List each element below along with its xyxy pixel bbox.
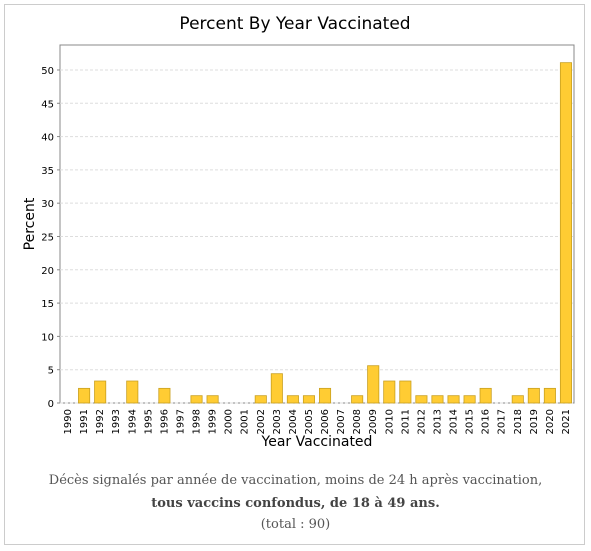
bar [559,62,572,404]
bar [78,387,91,404]
x-tick-label: 1998 [192,409,203,434]
x-tick-label: 1995 [143,409,154,434]
bar [463,395,476,404]
bar [286,395,299,404]
x-tick-label: 2017 [497,409,508,434]
x-tick-label: 2019 [529,409,540,434]
x-tick-label: 1993 [111,409,122,434]
x-tick-label: 2011 [400,409,411,434]
x-tick-label: 2004 [288,409,299,434]
x-tick-label: 2013 [432,409,443,434]
frame [4,4,585,545]
y-tick-label: 20 [41,266,54,277]
y-axis-label: Percent [22,197,38,250]
y-tick-label: 30 [41,199,54,210]
caption-line: tous vaccins confondus, de 18 à 49 ans. [151,496,440,511]
chart: Percent By Year Vaccinated Percent Year … [22,14,575,450]
y-tick-label: 0 [48,399,54,410]
y-tick-label: 35 [41,166,54,177]
x-tick-label: 1990 [63,409,74,434]
x-tick-label: 2015 [465,409,476,434]
x-axis-label: Year Vaccinated [261,434,373,450]
bar [126,380,139,404]
x-tick-label: 2009 [368,409,379,434]
x-tick-label: 2005 [304,409,315,434]
x-tick-label: 2010 [384,409,395,434]
bar [383,380,396,404]
x-tick-label: 1999 [208,409,219,434]
x-tick-label: 2021 [561,409,572,434]
x-tick-label: 2008 [352,409,363,434]
bar [302,395,315,404]
x-tick-label: 1994 [127,409,138,434]
x-tick-label: 2007 [336,409,347,434]
bar [511,395,524,404]
x-tick-label: 1992 [95,409,106,434]
y-tick-label: 5 [48,366,54,377]
bar [94,380,107,404]
x-tick-label: 2006 [320,409,331,434]
bar [190,395,203,404]
bar [479,387,492,404]
y-tick-label: 50 [41,66,54,77]
x-tick-label: 2016 [481,409,492,434]
caption-line: Décès signalés par année de vaccination,… [48,473,543,488]
bar [399,380,412,404]
chart-title: Percent By Year Vaccinated [179,14,410,34]
bar [431,395,444,404]
bar [158,387,171,404]
x-tick-label: 2018 [513,409,524,434]
bar [527,387,540,404]
bar [447,395,460,404]
y-tick-label: 40 [41,133,54,144]
bar [367,365,380,404]
bar [270,373,283,404]
y-tick-label: 10 [41,332,54,343]
x-tick-label: 2000 [224,409,235,434]
bar [206,395,219,404]
y-tick-label: 25 [41,232,54,243]
caption-line: (total : 90) [260,517,331,532]
bar [415,395,428,404]
y-tick-label: 45 [41,99,54,110]
x-tick-label: 1996 [159,409,170,434]
bar [351,395,364,404]
x-tick-label: 2020 [545,409,556,434]
bar [543,387,556,404]
bar [254,395,267,404]
x-tick-label: 2014 [449,409,460,434]
x-tick-label: 1997 [175,409,186,434]
bar [319,387,332,404]
x-tick-label: 2002 [256,409,267,434]
y-tick-label: 15 [41,299,54,310]
plot-frame [59,44,575,404]
x-tick-label: 2012 [416,409,427,434]
x-tick-label: 2003 [272,409,283,434]
x-tick-label: 2001 [240,409,251,434]
x-tick-label: 1991 [79,409,90,434]
